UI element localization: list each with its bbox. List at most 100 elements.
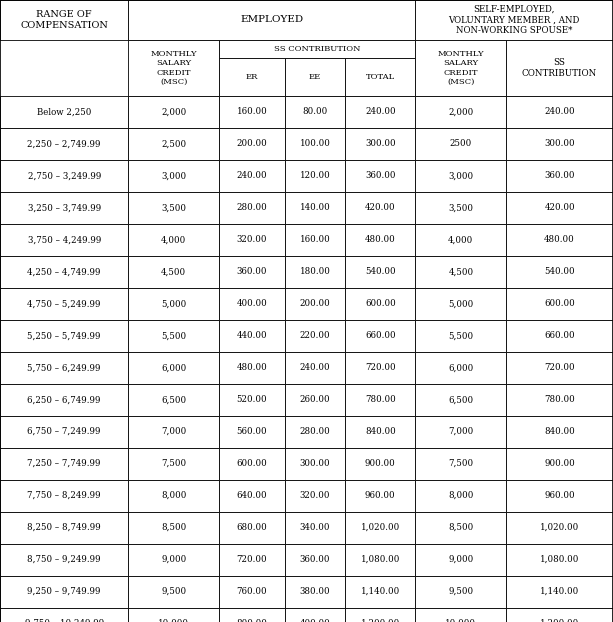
Bar — [0, 160, 128, 192]
Text: 400.00: 400.00 — [300, 619, 330, 622]
Text: 6,000: 6,000 — [161, 363, 186, 372]
Text: 280.00: 280.00 — [300, 427, 330, 436]
Bar — [506, 96, 613, 128]
Bar — [345, 415, 416, 448]
Text: 2,250 – 2,749.99: 2,250 – 2,749.99 — [28, 139, 101, 149]
Text: 1,140.00: 1,140.00 — [540, 587, 579, 596]
Text: 10,000: 10,000 — [158, 619, 189, 622]
Text: 4,000: 4,000 — [161, 235, 186, 244]
Bar — [416, 0, 613, 40]
Bar — [128, 544, 219, 575]
Text: 360.00: 360.00 — [300, 555, 330, 564]
Text: 5,000: 5,000 — [448, 299, 473, 309]
Text: 7,750 – 8,249.99: 7,750 – 8,249.99 — [28, 491, 101, 500]
Text: 3,250 – 3,749.99: 3,250 – 3,749.99 — [28, 203, 101, 212]
Text: 320.00: 320.00 — [300, 491, 330, 500]
Bar — [416, 480, 506, 511]
Bar — [345, 288, 416, 320]
Text: 1,020.00: 1,020.00 — [360, 523, 400, 532]
Text: 400.00: 400.00 — [237, 299, 267, 309]
Text: 760.00: 760.00 — [237, 587, 267, 596]
Bar — [0, 96, 128, 128]
Text: 9,500: 9,500 — [161, 587, 186, 596]
Text: 8,750 – 9,249.99: 8,750 – 9,249.99 — [28, 555, 101, 564]
Text: 420.00: 420.00 — [365, 203, 395, 212]
Bar — [128, 224, 219, 256]
Text: EMPLOYED: EMPLOYED — [240, 16, 303, 24]
Bar — [284, 58, 345, 96]
Bar — [128, 384, 219, 415]
Bar — [219, 352, 284, 384]
Text: ER: ER — [246, 73, 258, 81]
Bar — [416, 608, 506, 622]
Bar — [0, 480, 128, 511]
Text: 5,500: 5,500 — [161, 332, 186, 340]
Text: 5,500: 5,500 — [448, 332, 473, 340]
Bar — [128, 160, 219, 192]
Text: 9,250 – 9,749.99: 9,250 – 9,749.99 — [28, 587, 101, 596]
Text: 7,500: 7,500 — [161, 459, 186, 468]
Bar — [219, 96, 284, 128]
Bar — [506, 608, 613, 622]
Text: 380.00: 380.00 — [300, 587, 330, 596]
Bar — [284, 288, 345, 320]
Text: 660.00: 660.00 — [365, 332, 395, 340]
Text: 8,000: 8,000 — [448, 491, 473, 500]
Text: 900.00: 900.00 — [544, 459, 575, 468]
Text: 9,000: 9,000 — [448, 555, 473, 564]
Bar — [284, 575, 345, 608]
Bar — [416, 511, 506, 544]
Bar — [345, 128, 416, 160]
Bar — [0, 415, 128, 448]
Bar — [219, 384, 284, 415]
Bar — [345, 58, 416, 96]
Bar — [506, 511, 613, 544]
Bar — [416, 320, 506, 352]
Bar — [0, 448, 128, 480]
Text: 320.00: 320.00 — [237, 235, 267, 244]
Text: 5,000: 5,000 — [161, 299, 186, 309]
Text: 200.00: 200.00 — [237, 139, 267, 149]
Bar — [416, 575, 506, 608]
Text: 240.00: 240.00 — [544, 108, 575, 116]
Text: 4,500: 4,500 — [161, 267, 186, 276]
Text: 220.00: 220.00 — [300, 332, 330, 340]
Text: 840.00: 840.00 — [365, 427, 395, 436]
Bar — [345, 575, 416, 608]
Bar — [506, 544, 613, 575]
Text: 7,000: 7,000 — [448, 427, 473, 436]
Bar — [128, 96, 219, 128]
Text: 900.00: 900.00 — [365, 459, 395, 468]
Bar — [219, 128, 284, 160]
Bar — [284, 192, 345, 224]
Bar — [219, 320, 284, 352]
Bar — [219, 511, 284, 544]
Bar — [219, 160, 284, 192]
Text: 5,250 – 5,749.99: 5,250 – 5,749.99 — [28, 332, 101, 340]
Bar — [0, 575, 128, 608]
Text: 140.00: 140.00 — [300, 203, 330, 212]
Bar — [0, 384, 128, 415]
Text: 600.00: 600.00 — [237, 459, 267, 468]
Text: 280.00: 280.00 — [237, 203, 267, 212]
Text: 340.00: 340.00 — [300, 523, 330, 532]
Bar — [345, 448, 416, 480]
Text: 6,750 – 7,249.99: 6,750 – 7,249.99 — [28, 427, 101, 436]
Bar — [416, 384, 506, 415]
Bar — [506, 256, 613, 288]
Text: 780.00: 780.00 — [544, 395, 575, 404]
Bar — [416, 224, 506, 256]
Bar — [0, 544, 128, 575]
Bar — [284, 256, 345, 288]
Bar — [506, 288, 613, 320]
Bar — [506, 352, 613, 384]
Bar — [284, 511, 345, 544]
Text: 3,000: 3,000 — [448, 172, 473, 180]
Bar — [506, 192, 613, 224]
Text: 1,200.00: 1,200.00 — [360, 619, 400, 622]
Bar — [219, 40, 416, 58]
Text: 960.00: 960.00 — [365, 491, 395, 500]
Text: 240.00: 240.00 — [237, 172, 267, 180]
Bar — [345, 384, 416, 415]
Bar — [416, 288, 506, 320]
